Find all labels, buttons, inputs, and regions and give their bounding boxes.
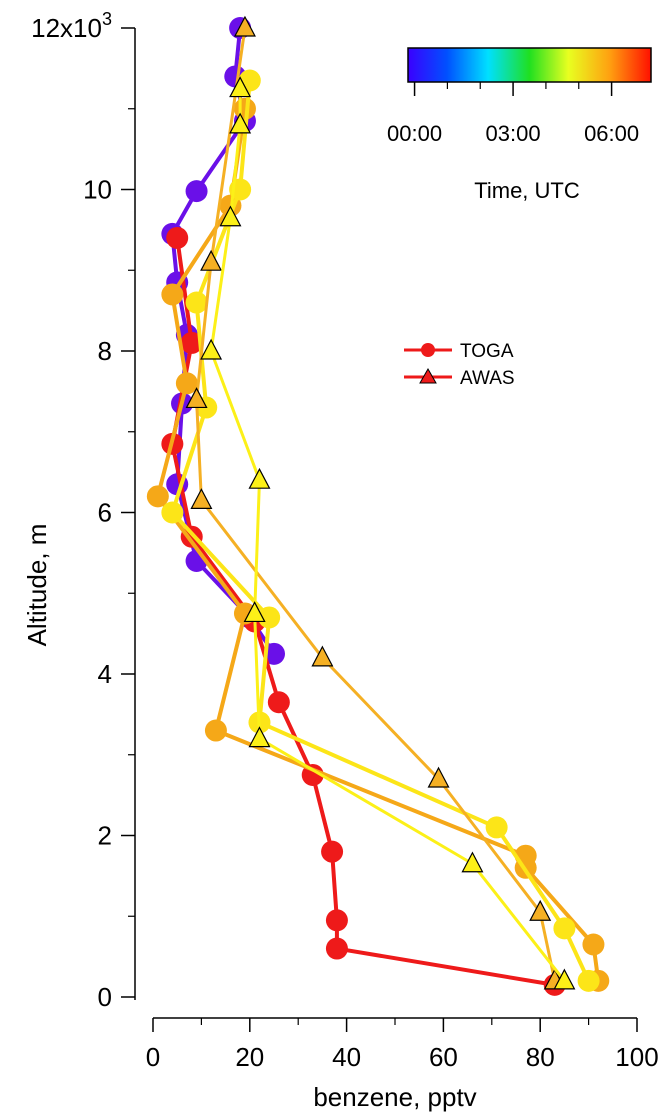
data-point xyxy=(185,291,208,314)
series-layer xyxy=(146,15,610,996)
data-point xyxy=(243,601,266,623)
data-point xyxy=(200,249,223,271)
data-point xyxy=(263,642,285,665)
y-tick-label: 12x103 xyxy=(31,9,112,43)
series-line xyxy=(195,27,557,982)
data-point xyxy=(248,467,271,489)
data-point xyxy=(267,691,290,714)
data-point xyxy=(248,726,271,748)
data-point xyxy=(166,226,189,249)
data-point xyxy=(325,909,348,932)
series-awas-5 xyxy=(200,76,576,990)
colorbar-ticks: 00:00 03:00 06:00 xyxy=(387,82,639,146)
series-awas-4 xyxy=(185,15,566,990)
x-tick-label: 100 xyxy=(615,1042,658,1072)
data-point xyxy=(485,816,508,839)
x-tick-label: 20 xyxy=(235,1042,264,1072)
y-tick-label: 8 xyxy=(98,336,112,366)
y-axis-ticks: 0 2 4 6 8 10 12x103 xyxy=(31,9,135,1012)
series-toga-2 xyxy=(146,97,610,992)
series-toga-3 xyxy=(161,69,600,992)
x-tick-label: 0 xyxy=(146,1042,160,1072)
series-line xyxy=(170,80,591,982)
data-point xyxy=(219,205,242,227)
data-point xyxy=(190,488,213,509)
legend-toga-marker xyxy=(421,343,435,357)
data-point xyxy=(553,968,576,990)
y-tick-label: 6 xyxy=(98,498,112,528)
data-point xyxy=(582,933,605,956)
data-point xyxy=(204,719,227,742)
colorbar: 00:00 03:00 06:00 Time, UTC xyxy=(387,47,652,203)
legend: TOGA AWAS xyxy=(404,341,515,389)
x-axis-ticks: 0 20 40 60 80 100 xyxy=(146,1018,659,1072)
colorbar-tick-label: 00:00 xyxy=(387,121,442,146)
data-point xyxy=(529,899,552,921)
y-tick-label: 2 xyxy=(98,821,112,851)
data-point xyxy=(321,840,344,863)
x-axis-title: benzene, pptv xyxy=(313,1082,476,1112)
data-point xyxy=(180,331,203,354)
data-point xyxy=(258,606,281,629)
data-point xyxy=(553,917,576,940)
x-tick-label: 80 xyxy=(526,1042,555,1072)
x-tick-label: 60 xyxy=(429,1042,458,1072)
data-point xyxy=(229,76,252,98)
legend-toga-label: TOGA xyxy=(460,341,514,362)
data-point xyxy=(200,338,223,360)
colorbar-title: Time, UTC xyxy=(474,178,580,203)
legend-awas-label: AWAS xyxy=(460,368,515,389)
y-tick-label: 10 xyxy=(83,175,112,205)
data-point xyxy=(461,851,484,873)
colorbar-tick-label: 06:00 xyxy=(584,121,639,146)
y-axis-title: Altitude, m xyxy=(22,524,52,647)
data-point xyxy=(311,645,334,667)
data-point xyxy=(161,501,184,524)
data-point xyxy=(146,485,169,508)
x-tick-label: 40 xyxy=(332,1042,361,1072)
data-point xyxy=(233,15,256,37)
colorbar-tick-label: 03:00 xyxy=(486,121,541,146)
legend-awas-marker xyxy=(419,367,437,384)
data-point xyxy=(161,283,184,306)
data-point xyxy=(325,937,348,960)
y-tick-label: 0 xyxy=(98,982,112,1012)
data-point xyxy=(175,372,198,395)
y-tick-exponent: 3 xyxy=(102,9,112,29)
y-tick-label: 4 xyxy=(98,659,112,689)
data-point xyxy=(427,766,450,788)
data-point xyxy=(185,387,208,409)
data-point xyxy=(229,112,252,134)
colorbar-gradient xyxy=(407,47,652,83)
data-point xyxy=(185,180,208,203)
data-point xyxy=(577,969,600,992)
